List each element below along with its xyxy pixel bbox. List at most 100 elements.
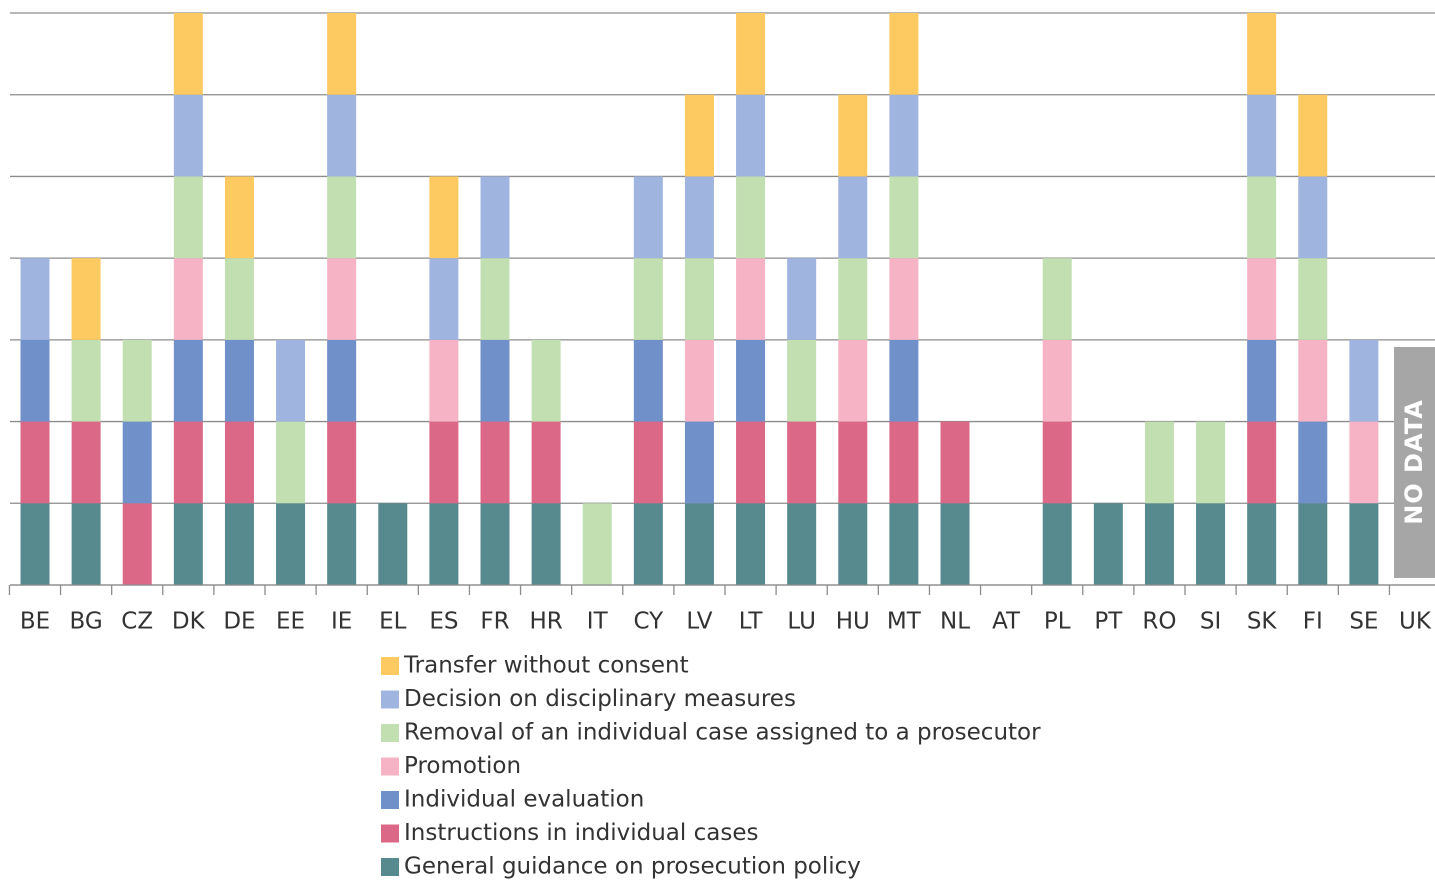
x-tick-label: RO <box>1142 609 1176 635</box>
bar-segment <box>1247 258 1277 340</box>
legend-label: General guidance on prosecution policy <box>404 854 861 880</box>
bar-segment <box>787 421 817 504</box>
bar-segment <box>1247 94 1277 177</box>
bar-segment <box>224 503 254 585</box>
bar-segment <box>1144 421 1174 504</box>
legend-label: Promotion <box>404 753 521 779</box>
bar-segment <box>684 176 714 259</box>
bar-segment <box>736 339 766 422</box>
bar-segment <box>480 258 510 340</box>
x-tick-label: BE <box>20 609 50 635</box>
bar-segment <box>736 421 766 504</box>
x-tick-label: UK <box>1399 609 1432 635</box>
x-tick-label: PL <box>1044 609 1071 635</box>
bar-segment <box>429 339 459 422</box>
bar-segment <box>224 421 254 504</box>
bar-segment <box>787 339 817 422</box>
legend-label: Instructions in individual cases <box>404 820 758 846</box>
x-tick-label: AT <box>992 609 1021 635</box>
annotation: NO DATA <box>1400 399 1428 525</box>
bar-segment <box>1247 13 1277 95</box>
bar-segment <box>1298 503 1328 585</box>
bar-segment <box>838 176 868 259</box>
bar-segment <box>173 503 203 585</box>
bar-segment <box>736 503 766 585</box>
bar-segment <box>1247 176 1277 259</box>
bar-segment <box>173 94 203 177</box>
bar-segment <box>20 503 50 585</box>
bar-segment <box>173 339 203 422</box>
x-tick-label: ES <box>429 609 458 635</box>
bar-segment <box>1298 339 1328 422</box>
bar-segment <box>327 176 357 259</box>
bar-segment <box>787 503 817 585</box>
x-tick-label: CY <box>633 609 664 635</box>
x-tick-label: FR <box>480 609 509 635</box>
bar-segment <box>327 258 357 340</box>
bar-segment <box>327 421 357 504</box>
bar-segment <box>71 258 101 340</box>
bar-segment <box>889 421 919 504</box>
bar-segment <box>940 421 970 504</box>
x-tick-label: EE <box>276 609 305 635</box>
legend-swatch <box>381 657 399 675</box>
legend-swatch <box>381 858 399 876</box>
legend-swatch <box>381 724 399 742</box>
bar-segment <box>1196 421 1226 504</box>
x-tick-label: HR <box>529 609 562 635</box>
bar-segment <box>480 339 510 422</box>
legend-label: Removal of an individual case assigned t… <box>404 720 1041 746</box>
bar-segment <box>1247 503 1277 585</box>
bar-segment <box>71 421 101 504</box>
bar-segment <box>327 94 357 177</box>
bars: NO DATA <box>20 13 1435 585</box>
bar-segment <box>838 421 868 504</box>
legend: General guidance on prosecution policy In… <box>381 653 1041 880</box>
bar-segment <box>122 421 152 504</box>
legend-label: Transfer without consent <box>403 653 689 679</box>
bar-segment <box>633 339 663 422</box>
bar-segment <box>633 421 663 504</box>
bar-segment <box>736 13 766 95</box>
x-tick-label: PT <box>1094 609 1123 635</box>
bar-segment <box>889 94 919 177</box>
bar-segment <box>582 503 612 585</box>
bar-segment <box>684 258 714 340</box>
bar-segment <box>1298 176 1328 259</box>
bar-segment <box>736 94 766 177</box>
bar-segment <box>889 176 919 259</box>
bar-segment <box>889 13 919 95</box>
bar-segment <box>838 94 868 177</box>
bar-segment <box>1349 503 1379 585</box>
bar-segment <box>276 503 306 585</box>
bar-segment <box>633 503 663 585</box>
bar-segment <box>940 503 970 585</box>
bar-segment <box>429 421 459 504</box>
bar-segment <box>1349 339 1379 422</box>
bar-segment <box>1196 503 1226 585</box>
bar-segment <box>429 258 459 340</box>
bar-segment <box>429 176 459 259</box>
bar-segment <box>1042 503 1072 585</box>
x-tick-label: LU <box>787 609 816 635</box>
bar-segment <box>327 503 357 585</box>
bar-segment <box>327 339 357 422</box>
bar-segment <box>1349 421 1379 504</box>
legend-label: Individual evaluation <box>404 787 644 813</box>
legend-swatch <box>381 690 399 709</box>
bar-segment <box>787 258 817 340</box>
legend-label: Decision on disciplinary measures <box>404 686 796 712</box>
bar-segment <box>838 339 868 422</box>
bar-segment <box>1093 503 1123 585</box>
legend-swatch <box>381 824 399 843</box>
bar-segment <box>838 503 868 585</box>
bar-segment <box>276 421 306 504</box>
x-tick-label: NL <box>940 609 970 635</box>
bar-segment <box>531 339 561 422</box>
bar-segment <box>1298 258 1328 340</box>
bar-segment <box>480 503 510 585</box>
bar-segment <box>1298 94 1328 177</box>
x-tick-label: CZ <box>121 609 153 635</box>
bar-segment <box>224 339 254 422</box>
bar-segment <box>173 258 203 340</box>
